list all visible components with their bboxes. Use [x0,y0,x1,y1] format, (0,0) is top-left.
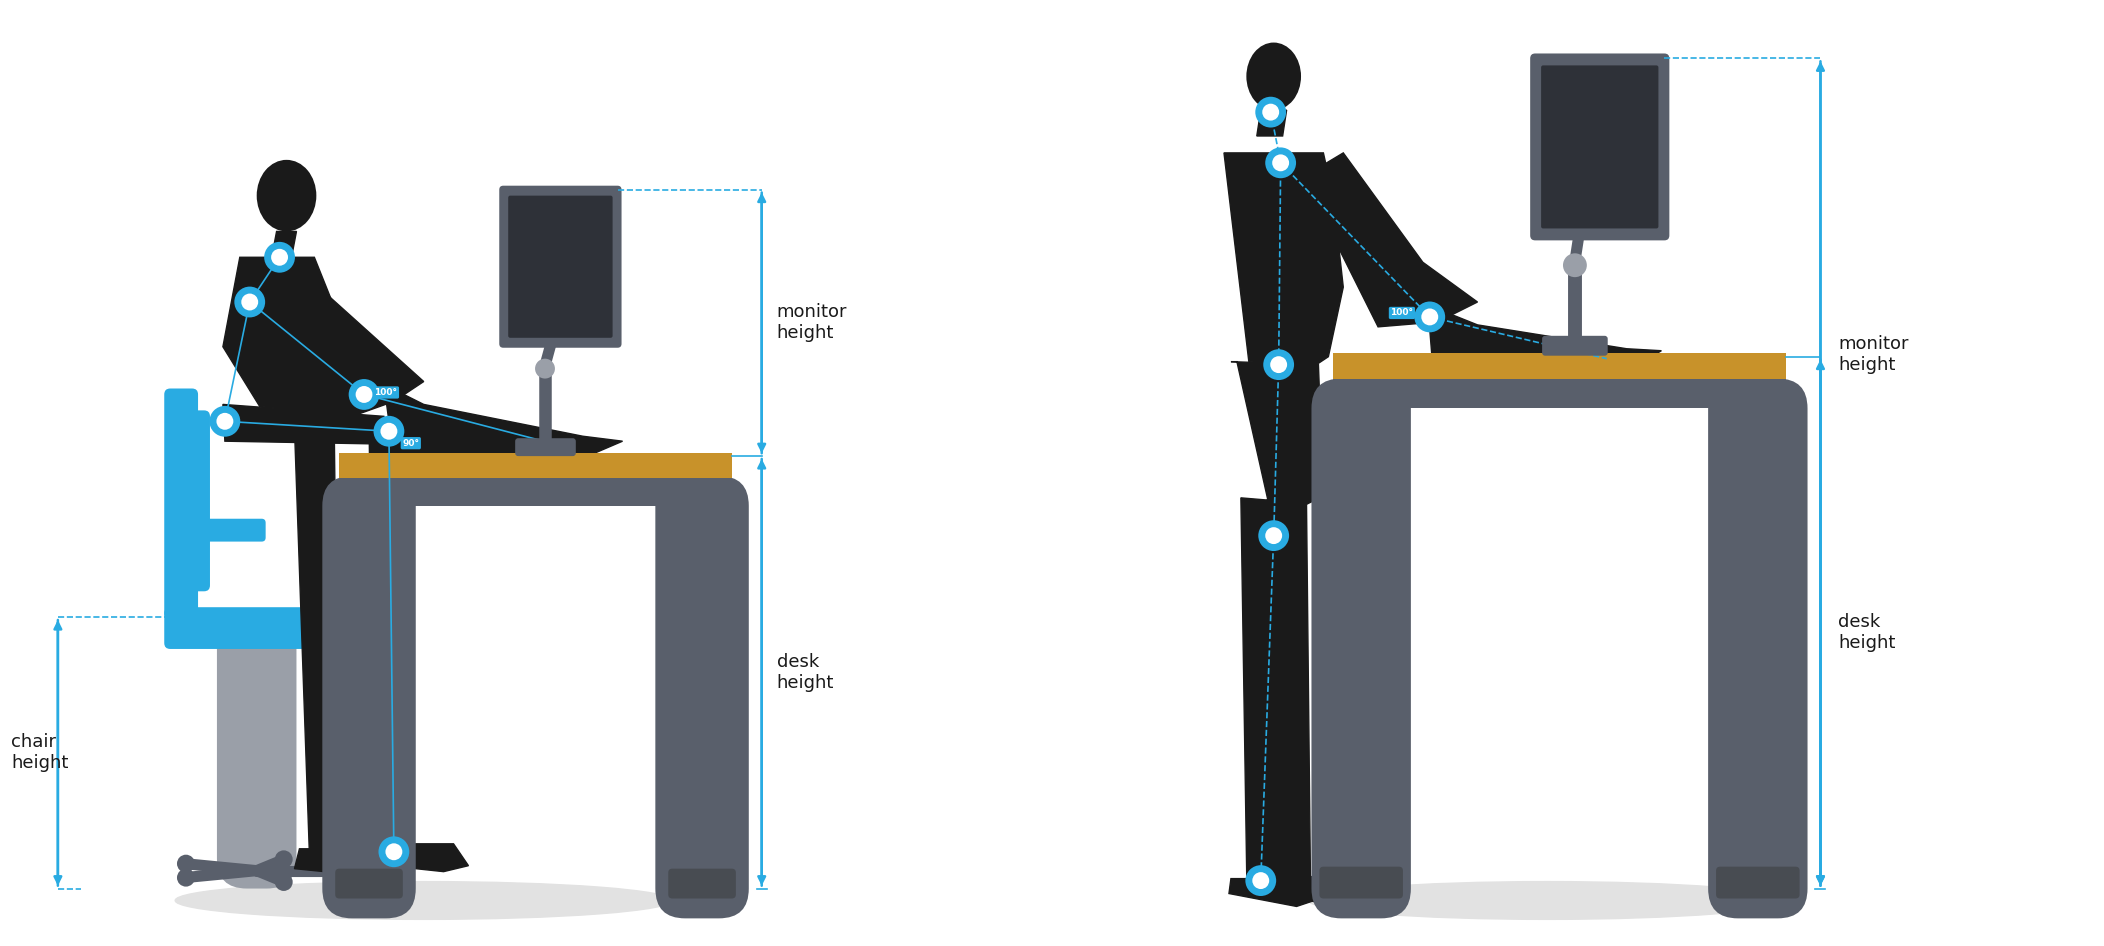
FancyBboxPatch shape [164,389,198,619]
Circle shape [1422,308,1439,325]
FancyBboxPatch shape [339,453,732,478]
Circle shape [375,416,404,447]
Circle shape [349,379,379,410]
Polygon shape [368,844,469,871]
Circle shape [356,386,372,403]
Circle shape [1563,254,1586,277]
Polygon shape [1309,153,1477,327]
Circle shape [1246,866,1277,896]
Polygon shape [1429,305,1662,369]
FancyBboxPatch shape [1708,378,1807,919]
FancyBboxPatch shape [187,518,265,542]
Circle shape [234,287,265,318]
FancyBboxPatch shape [1334,378,1786,409]
Text: 100°: 100° [375,388,398,397]
Circle shape [1262,349,1294,380]
Polygon shape [1225,153,1342,367]
Polygon shape [383,384,623,458]
Circle shape [379,836,410,867]
Circle shape [385,843,402,860]
Polygon shape [1258,877,1353,904]
FancyBboxPatch shape [231,836,282,864]
Ellipse shape [1246,43,1300,110]
Circle shape [271,249,288,266]
FancyBboxPatch shape [1334,353,1786,378]
Circle shape [1414,302,1445,332]
Text: monitor
height: monitor height [776,304,848,342]
Circle shape [1265,527,1281,544]
Circle shape [217,412,234,429]
Circle shape [534,359,555,378]
Polygon shape [295,849,391,876]
FancyBboxPatch shape [1530,54,1668,240]
Circle shape [276,873,292,891]
Circle shape [242,293,259,310]
FancyBboxPatch shape [499,185,621,348]
Polygon shape [1231,361,1323,506]
FancyBboxPatch shape [322,476,417,919]
FancyBboxPatch shape [1717,867,1799,899]
Circle shape [1271,357,1288,373]
Polygon shape [1267,499,1311,881]
Circle shape [265,242,295,272]
Ellipse shape [175,882,673,920]
Polygon shape [1256,110,1288,136]
Circle shape [1256,96,1286,128]
FancyBboxPatch shape [1542,336,1607,356]
Ellipse shape [257,160,316,232]
Ellipse shape [1309,882,1786,920]
Circle shape [177,868,196,886]
Text: 90°: 90° [402,439,419,447]
Circle shape [1273,154,1290,171]
Polygon shape [1241,498,1281,884]
FancyBboxPatch shape [1311,378,1412,919]
Circle shape [335,862,353,880]
FancyBboxPatch shape [1319,867,1403,899]
FancyBboxPatch shape [509,196,612,338]
Circle shape [381,423,398,440]
Polygon shape [223,404,389,445]
Polygon shape [368,418,414,853]
FancyBboxPatch shape [515,438,576,456]
FancyBboxPatch shape [654,476,749,919]
Text: desk
height: desk height [776,653,833,692]
Polygon shape [259,292,423,427]
Text: desk
height: desk height [1839,613,1896,652]
Circle shape [210,406,240,437]
FancyBboxPatch shape [669,868,736,899]
Polygon shape [295,429,339,853]
Circle shape [1262,104,1279,120]
Circle shape [276,850,292,868]
Circle shape [177,854,196,872]
Polygon shape [274,232,297,253]
FancyBboxPatch shape [335,868,402,899]
Text: chair
height: chair height [11,733,69,772]
Text: monitor
height: monitor height [1839,335,1908,374]
FancyBboxPatch shape [164,607,375,649]
Text: 100°: 100° [1391,308,1414,318]
FancyBboxPatch shape [1540,65,1658,228]
FancyBboxPatch shape [217,613,297,888]
FancyBboxPatch shape [168,411,210,591]
Circle shape [1252,872,1269,889]
Circle shape [1258,520,1290,551]
FancyBboxPatch shape [339,478,732,506]
Polygon shape [223,257,364,412]
Polygon shape [1229,879,1321,906]
Circle shape [1265,148,1296,178]
